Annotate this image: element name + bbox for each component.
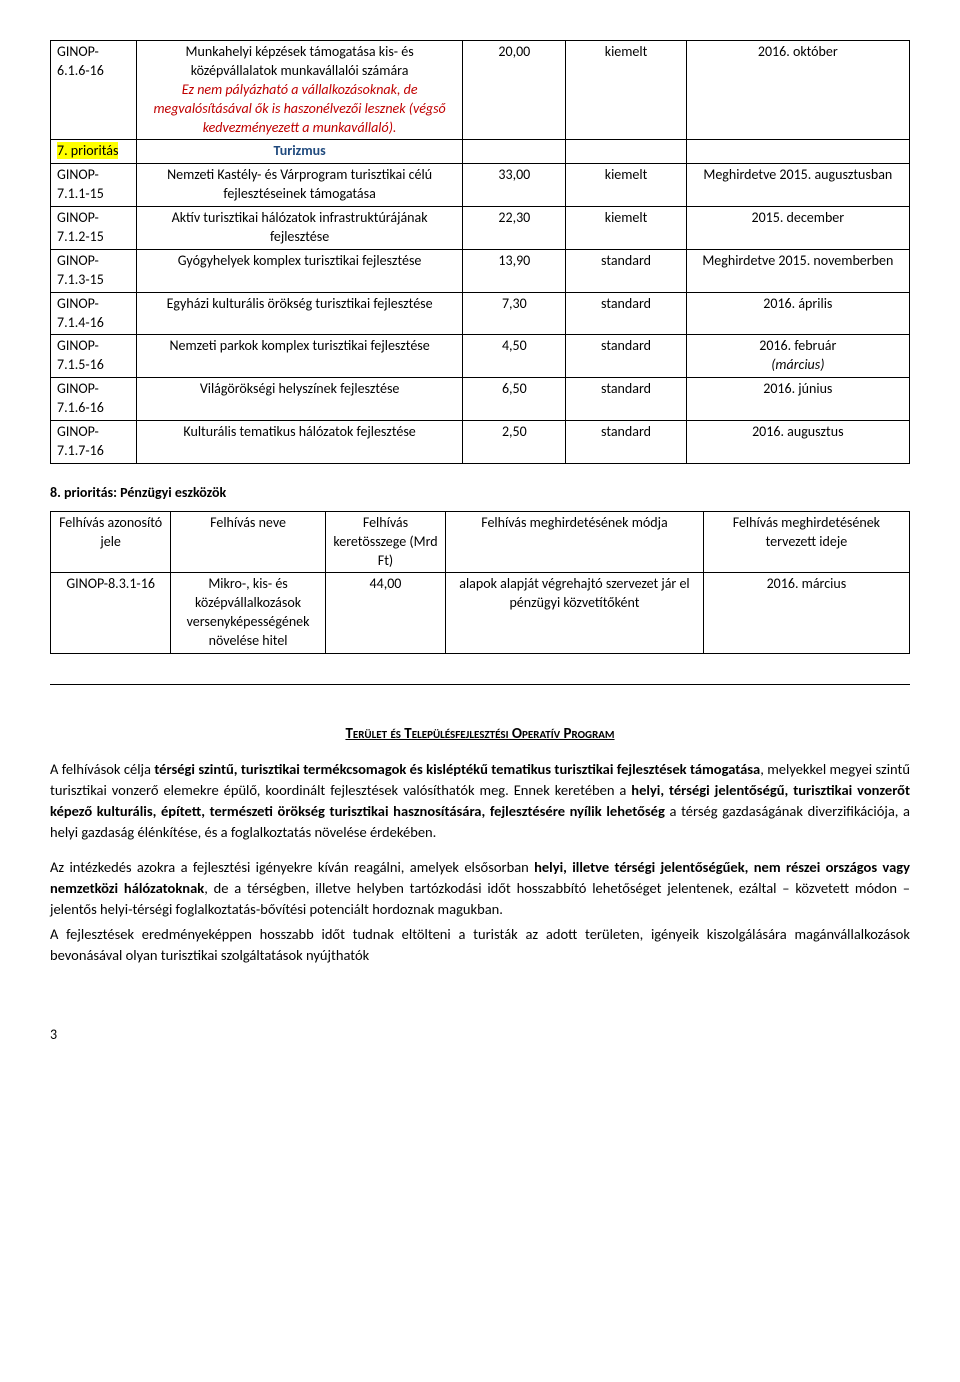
- cell-schedule: 2016. augusztus: [686, 421, 909, 464]
- cell-code: GINOP-8.3.1-16: [51, 573, 171, 654]
- header-cell: Felhívás meghirdetésének módja: [446, 511, 704, 573]
- cell-amount: 44,00: [325, 573, 445, 654]
- table-row: GINOP-7.1.7-16Kulturális tematikus hálóz…: [51, 421, 910, 464]
- cell-description: Munkahelyi képzések támogatása kis- és k…: [136, 41, 462, 140]
- cell-name: Mikro-, kis- és középvállalkozások verse…: [171, 573, 326, 654]
- table-row: GINOP-7.1.5-16Nemzeti parkok komplex tur…: [51, 335, 910, 378]
- cell-mode: kiemelt: [566, 41, 686, 140]
- header-cell: Felhívás neve: [171, 511, 326, 573]
- cell-schedule: 2016. március: [703, 573, 909, 654]
- cell-amount: 20,00: [463, 41, 566, 140]
- cell-code: GINOP-7.1.7-16: [51, 421, 137, 464]
- cell-schedule: Meghirdetve 2015. novemberben: [686, 249, 909, 292]
- cell-amount: 6,50: [463, 378, 566, 421]
- cell-amount: 33,00: [463, 164, 566, 207]
- cell-description: Aktív turisztikai hálózatok infrastruktú…: [136, 207, 462, 250]
- cell-schedule: 2015. december: [686, 207, 909, 250]
- cell-amount: 4,50: [463, 335, 566, 378]
- cell-code: GINOP-7.1.4-16: [51, 292, 137, 335]
- header-cell: Felhívás meghirdetésének tervezett ideje: [703, 511, 909, 573]
- cell-description: Turizmus: [136, 140, 462, 164]
- table-row: GINOP-6.1.6-16Munkahelyi képzések támoga…: [51, 41, 910, 140]
- cell-schedule: 2016. február(március): [686, 335, 909, 378]
- text: A felhívások célja: [50, 760, 154, 778]
- paragraph-2: Az intézkedés azokra a fejlesztési igény…: [50, 857, 910, 920]
- cell-mode: kiemelt: [566, 207, 686, 250]
- cell-schedule: 2016. október: [686, 41, 909, 140]
- cell-code: GINOP-7.1.3-15: [51, 249, 137, 292]
- cell-amount: 13,90: [463, 249, 566, 292]
- cell-code: GINOP-7.1.2-15: [51, 207, 137, 250]
- header-cell: Felhívás keretösszege (Mrd Ft): [325, 511, 445, 573]
- text: Az intézkedés azokra a fejlesztési igény…: [50, 858, 534, 876]
- cell-code: GINOP-6.1.6-16: [51, 41, 137, 140]
- cell-schedule: [686, 140, 909, 164]
- cell-mode: [566, 140, 686, 164]
- cell-amount: [463, 140, 566, 164]
- table-ginop-priorities: GINOP-6.1.6-16Munkahelyi képzések támoga…: [50, 40, 910, 464]
- paragraph-1: A felhívások célja térségi szintű, turis…: [50, 759, 910, 843]
- cell-code: GINOP-7.1.5-16: [51, 335, 137, 378]
- cell-mode: standard: [566, 249, 686, 292]
- cell-description: Világörökségi helyszínek fejlesztése: [136, 378, 462, 421]
- table-row: GINOP-7.1.2-15Aktív turisztikai hálózato…: [51, 207, 910, 250]
- program-title: Terület és Településfejlesztési Operatív…: [50, 725, 910, 743]
- cell-code: GINOP-7.1.6-16: [51, 378, 137, 421]
- paragraph-3: A fejlesztések eredményeképpen hosszabb …: [50, 924, 910, 966]
- cell-amount: 22,30: [463, 207, 566, 250]
- divider: [50, 684, 910, 685]
- cell-code: GINOP-7.1.1-15: [51, 164, 137, 207]
- cell-description: Gyógyhelyek komplex turisztikai fejleszt…: [136, 249, 462, 292]
- cell-mode: kiemelt: [566, 164, 686, 207]
- page-number: 3: [50, 1026, 910, 1043]
- cell-amount: 7,30: [463, 292, 566, 335]
- table-row: GINOP-7.1.3-15Gyógyhelyek komplex turisz…: [51, 249, 910, 292]
- cell-description: Egyházi kulturális örökség turisztikai f…: [136, 292, 462, 335]
- section8-title: 8. prioritás: Pénzügyi eszközök: [50, 484, 910, 501]
- table-row: 7. prioritásTurizmus: [51, 140, 910, 164]
- cell-mode: standard: [566, 335, 686, 378]
- cell-amount: 2,50: [463, 421, 566, 464]
- cell-mode: standard: [566, 292, 686, 335]
- table-row: Felhívás azonosító jele Felhívás neve Fe…: [51, 511, 910, 573]
- cell-mode: alapok alapját végrehajtó szervezet jár …: [446, 573, 704, 654]
- table-row: GINOP-7.1.1-15Nemzeti Kastély- és Várpro…: [51, 164, 910, 207]
- cell-code: 7. prioritás: [51, 140, 137, 164]
- cell-schedule: Meghirdetve 2015. augusztusban: [686, 164, 909, 207]
- table-row: GINOP-7.1.6-16Világörökségi helyszínek f…: [51, 378, 910, 421]
- cell-mode: standard: [566, 378, 686, 421]
- table-row: GINOP-7.1.4-16Egyházi kulturális örökség…: [51, 292, 910, 335]
- text-bold: térségi szintű, turisztikai termékcsomag…: [154, 760, 760, 778]
- cell-mode: standard: [566, 421, 686, 464]
- cell-description: Nemzeti parkok komplex turisztikai fejle…: [136, 335, 462, 378]
- header-cell: Felhívás azonosító jele: [51, 511, 171, 573]
- cell-schedule: 2016. április: [686, 292, 909, 335]
- table-row: GINOP-8.3.1-16 Mikro-, kis- és középváll…: [51, 573, 910, 654]
- table-priority8: Felhívás azonosító jele Felhívás neve Fe…: [50, 511, 910, 654]
- cell-description: Kulturális tematikus hálózatok fejleszté…: [136, 421, 462, 464]
- cell-schedule: 2016. június: [686, 378, 909, 421]
- cell-description: Nemzeti Kastély- és Várprogram turisztik…: [136, 164, 462, 207]
